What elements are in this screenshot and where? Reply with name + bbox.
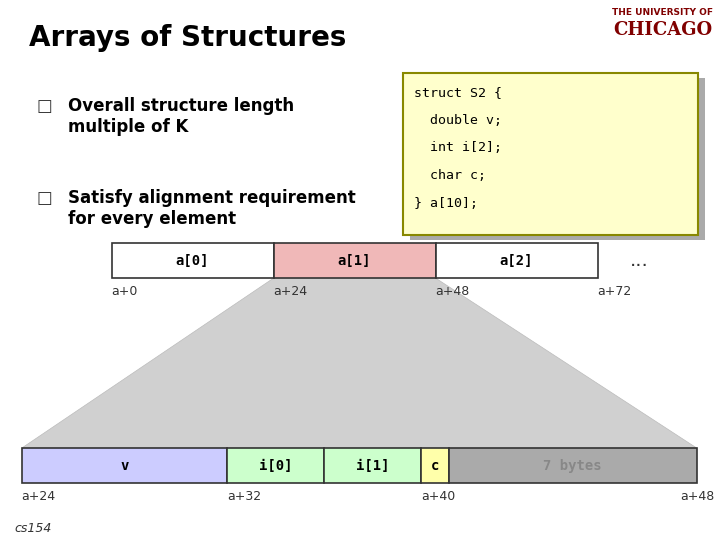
Text: a+24: a+24 <box>22 490 55 503</box>
Text: □: □ <box>36 189 52 207</box>
Text: a[1]: a[1] <box>338 254 372 267</box>
Text: a+40: a+40 <box>421 490 456 503</box>
Text: a+24: a+24 <box>274 285 307 298</box>
Text: int i[2];: int i[2]; <box>414 141 502 154</box>
Text: char c;: char c; <box>414 169 486 182</box>
Bar <box>421 448 449 483</box>
Text: i[1]: i[1] <box>356 459 390 472</box>
Text: cs154: cs154 <box>14 522 52 535</box>
Text: a+0: a+0 <box>112 285 138 298</box>
Text: struct S2 {: struct S2 { <box>414 86 502 99</box>
Text: a[0]: a[0] <box>176 254 210 267</box>
Text: a[2]: a[2] <box>500 254 534 267</box>
Bar <box>324 448 421 483</box>
Text: □: □ <box>36 97 52 115</box>
Text: THE UNIVERSITY OF: THE UNIVERSITY OF <box>612 8 713 17</box>
Bar <box>22 448 227 483</box>
Polygon shape <box>22 278 697 448</box>
Text: Overall structure length
multiple of K: Overall structure length multiple of K <box>68 97 294 136</box>
Text: a+72: a+72 <box>598 285 632 298</box>
Text: c: c <box>431 459 439 472</box>
Text: a+32: a+32 <box>227 490 261 503</box>
Text: 7 bytes: 7 bytes <box>544 459 602 472</box>
Text: Arrays of Structures: Arrays of Structures <box>29 24 346 52</box>
Bar <box>449 448 697 483</box>
Text: i[0]: i[0] <box>258 459 292 472</box>
Bar <box>274 243 436 278</box>
Text: v: v <box>120 459 128 472</box>
Text: Satisfy alignment requirement
for every element: Satisfy alignment requirement for every … <box>68 189 356 228</box>
Bar <box>403 73 698 235</box>
Bar <box>410 78 705 240</box>
Bar <box>436 243 598 278</box>
Text: a+48: a+48 <box>680 490 715 503</box>
Text: } a[10];: } a[10]; <box>414 197 478 210</box>
Text: CHICAGO: CHICAGO <box>613 21 713 38</box>
Text: a+48: a+48 <box>436 285 470 298</box>
Bar <box>112 243 274 278</box>
Bar <box>227 448 324 483</box>
Text: ...: ... <box>630 251 649 270</box>
Text: double v;: double v; <box>414 114 502 127</box>
